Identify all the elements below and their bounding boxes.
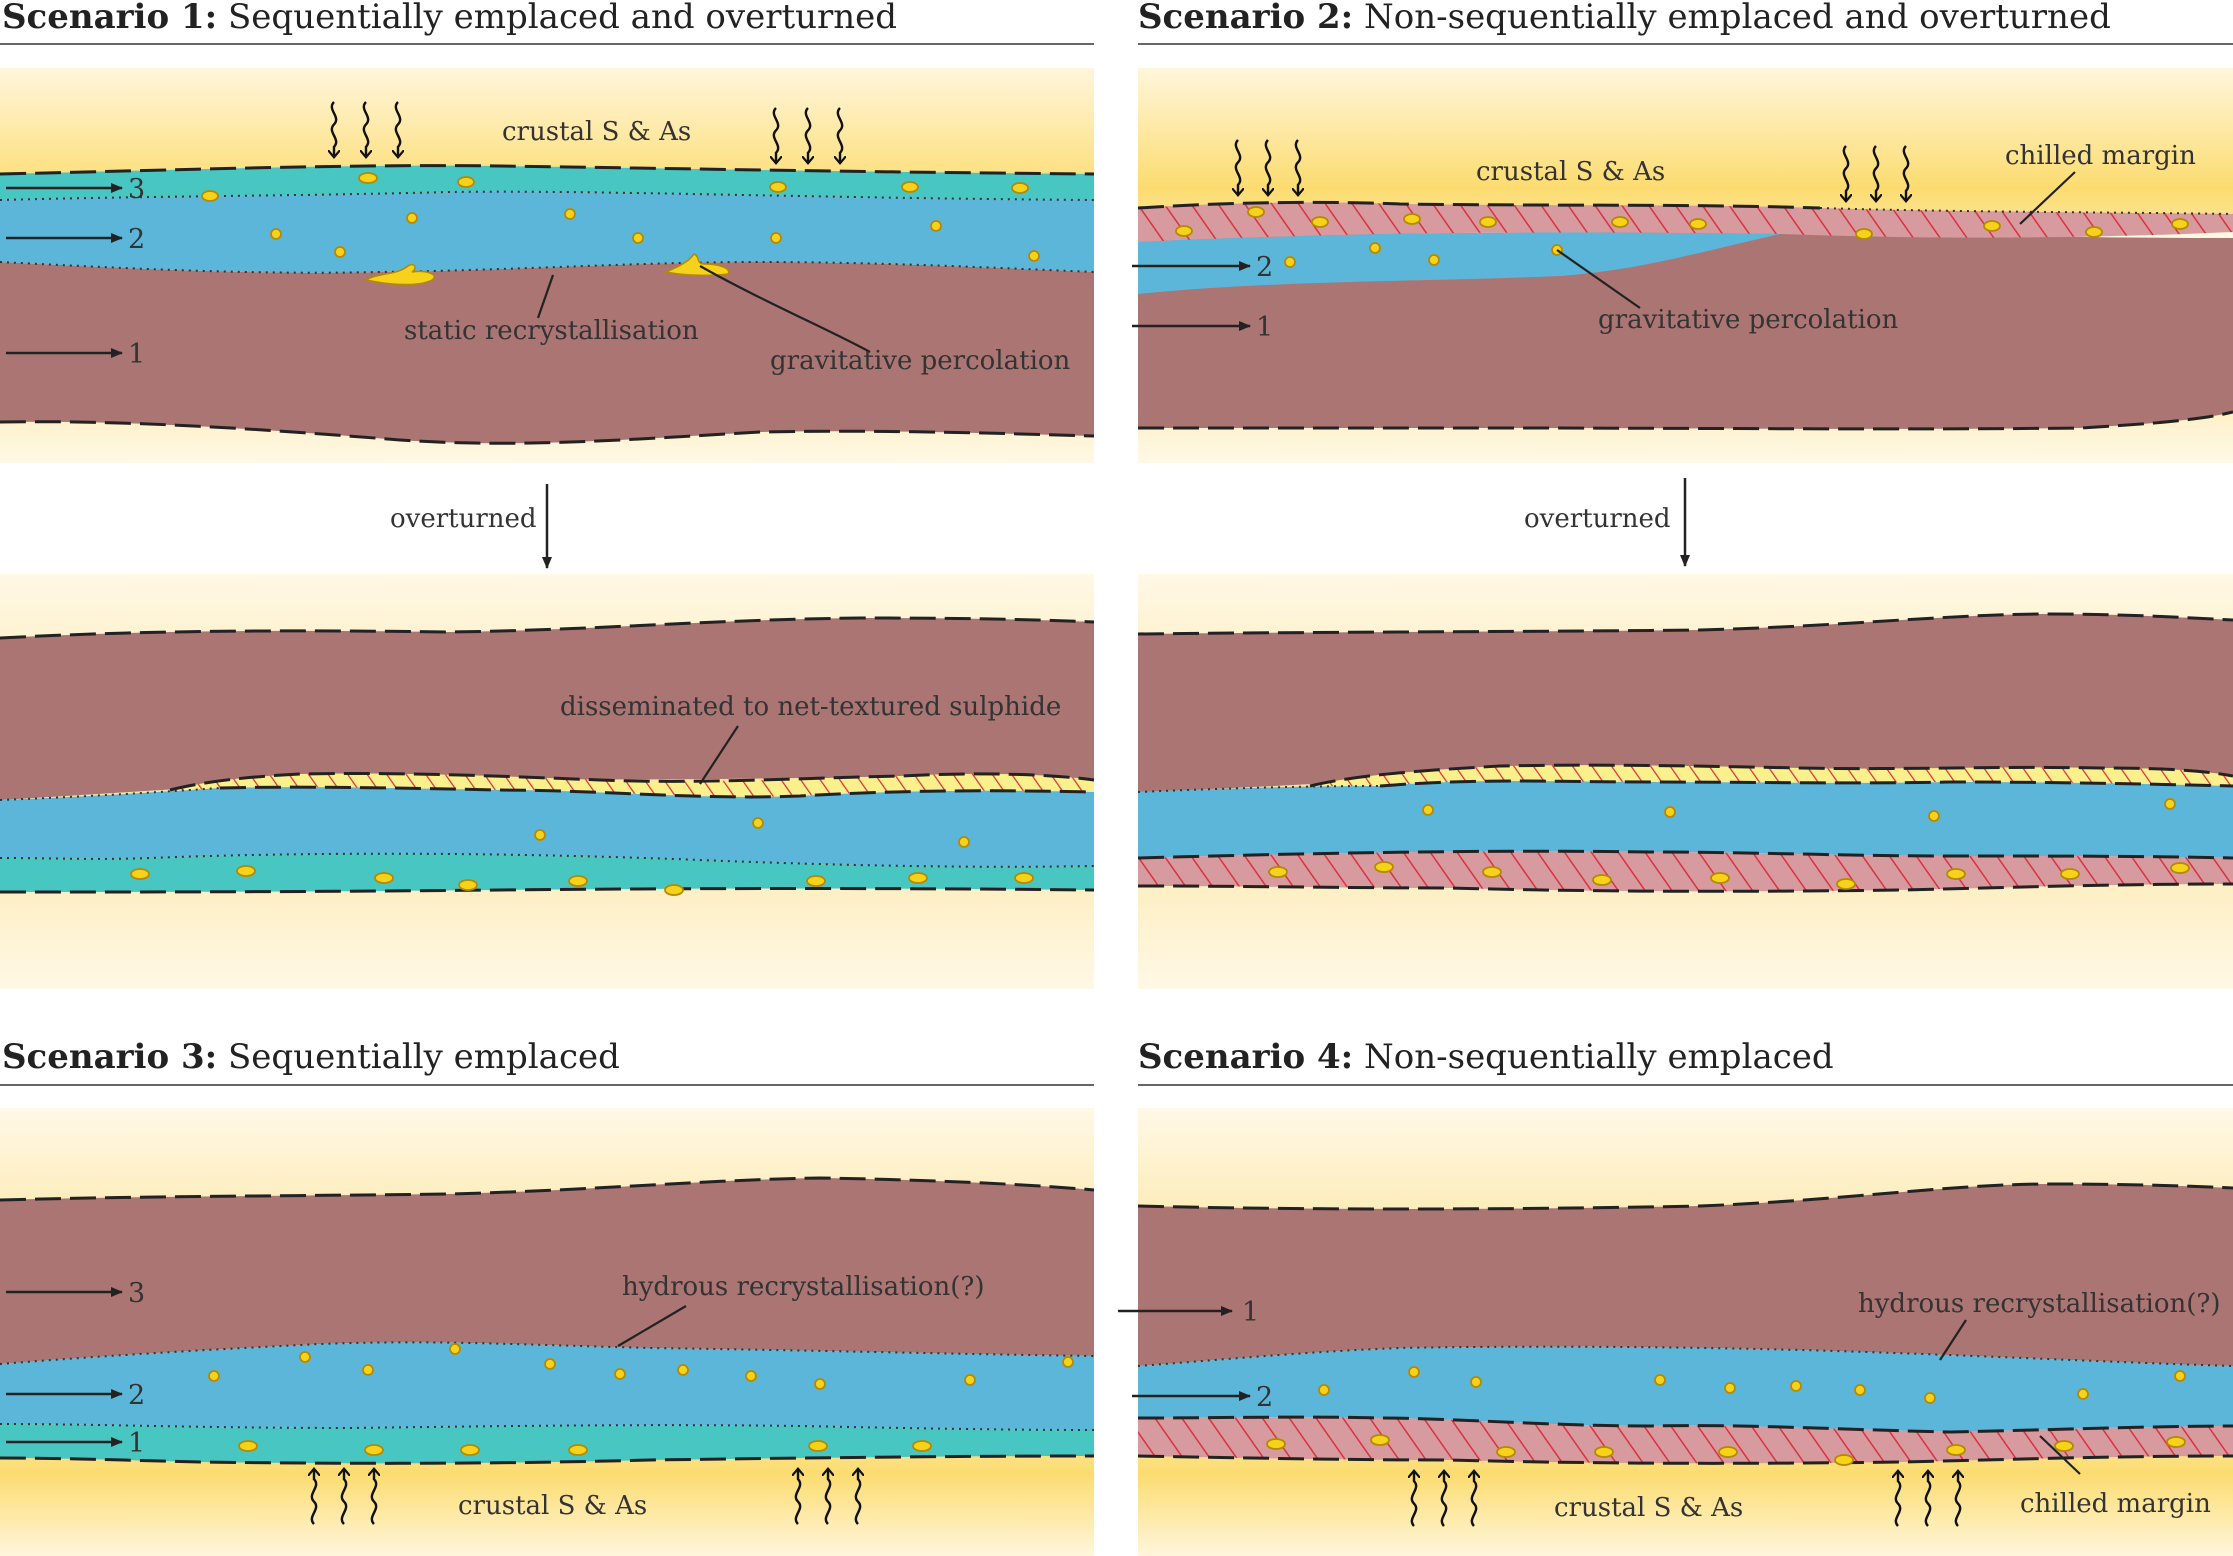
scenario2-title-text: Non-sequentially emplaced and overturned — [1353, 0, 2111, 37]
layer-1-brown — [0, 618, 1094, 800]
chilled-margin-label: chilled margin — [2020, 1489, 2211, 1519]
layer-2-blue — [0, 191, 1094, 273]
percolation-blob-1 — [363, 263, 435, 286]
scenario4-title-text: Non-sequentially emplaced — [1353, 1037, 1833, 1077]
sulphide-globules — [208, 1343, 1074, 1456]
sulphide-layer — [170, 773, 1094, 797]
chilled-margin-label: chilled margin — [2005, 141, 2196, 171]
scenario2-top-panel: crustal S & As chilled margin 2 1 gravit… — [1132, 68, 2233, 463]
gravitative-percolation-label: gravitative percolation — [1598, 305, 1899, 335]
injection-label-1: 1 — [128, 1428, 145, 1459]
layer-1-teal — [0, 1424, 1094, 1464]
injection-label-1: 1 — [128, 339, 145, 370]
svg-text:Scenario 3: Sequentially empla: Scenario 3: Sequentially emplaced — [2, 1037, 620, 1077]
disseminated-sulphide-label: disseminated to net-textured sulphide — [560, 692, 1061, 722]
scenario3-panel: 3 2 1 hydrous recrystallisation(?) crust… — [0, 1108, 1095, 1556]
scenario4-panel: 1 2 hydrous recrystallisation(?) crustal… — [1118, 1108, 2233, 1556]
hydrous-recrystallisation-label: hydrous recrystallisation(?) — [622, 1272, 984, 1302]
gravitative-percolation-label: gravitative percolation — [770, 346, 1071, 376]
sulphide-globules — [1268, 798, 2190, 890]
scenario2-overturned-arrow: overturned — [1524, 478, 1690, 567]
injection-label-3: 3 — [128, 1278, 145, 1309]
layer-2-blue — [0, 787, 1094, 867]
crustal-label: crustal S & As — [502, 117, 691, 147]
injection-label-1: 1 — [1256, 312, 1273, 343]
injection-label-2: 2 — [1256, 252, 1273, 283]
sulphide-globules — [130, 817, 1034, 896]
injection-label-2: 2 — [1256, 1382, 1273, 1413]
scenario2-title-bold: Scenario 2: — [1138, 0, 1353, 37]
scenario4-title: Scenario 4: Non-sequentially emplaced — [1138, 1037, 2233, 1086]
scenario1-title: Scenario 1: Sequentially emplaced and ov… — [0, 0, 1094, 45]
scenario3-title: Scenario 3: Sequentially emplaced — [0, 1037, 1094, 1086]
scenario3-title-text: Sequentially emplaced — [217, 1037, 620, 1077]
hydrous-recrystallisation-label: hydrous recrystallisation(?) — [1858, 1289, 2220, 1319]
scenario4-title-bold: Scenario 4: — [1138, 1037, 1353, 1077]
crustal-label: crustal S & As — [1554, 1493, 1743, 1523]
chilled-margin — [1138, 851, 2233, 892]
injection-label-1: 1 — [1242, 1297, 1259, 1328]
scenario2-overturned-panel — [1137, 574, 2233, 989]
layer-3-brown — [0, 1178, 1094, 1364]
svg-text:Scenario 4: Non-sequentially e: Scenario 4: Non-sequentially emplaced — [1138, 1037, 1834, 1077]
overturned-label: overturned — [390, 504, 537, 534]
injection-label-2: 2 — [128, 1380, 145, 1411]
overturned-label: overturned — [1524, 504, 1671, 534]
sulphide-globules — [1175, 206, 2189, 268]
percolation-blob-2 — [663, 253, 730, 277]
scenario2-title: Scenario 2: Non-sequentially emplaced an… — [1138, 0, 2233, 45]
layer-1-brown — [1138, 1184, 2233, 1366]
layer-2-blue — [1138, 781, 2233, 858]
injection-label-2: 2 — [128, 224, 145, 255]
layer-2-blue — [1138, 232, 1780, 294]
svg-text:Scenario 1: Sequentially empla: Scenario 1: Sequentially emplaced and ov… — [2, 0, 897, 37]
layer-1-brown — [0, 262, 1094, 444]
static-recrystallisation-label: static recrystallisation — [404, 316, 699, 346]
scenario1-title-text: Sequentially emplaced and overturned — [217, 0, 897, 37]
scenario1-title-bold: Scenario 1: — [2, 0, 217, 37]
scenario3-title-bold: Scenario 3: — [2, 1037, 217, 1077]
crustal-label: crustal S & As — [458, 1491, 647, 1521]
layer-3-teal — [0, 165, 1094, 200]
svg-text:Scenario 2: Non-sequentially e: Scenario 2: Non-sequentially emplaced an… — [1138, 0, 2111, 37]
injection-label-3: 3 — [128, 174, 145, 205]
scenario1-overturned-arrow: overturned — [390, 484, 552, 569]
scenario1-top-panel: crustal S & As 3 2 1 static recrystallis… — [0, 68, 1095, 463]
chilled-margin — [1138, 202, 2233, 242]
scenario1-overturned-panel: disseminated to net-textured sulphide — [0, 574, 1095, 989]
sulphide-globules — [1266, 1366, 2186, 1466]
sulphide-globules — [201, 172, 1040, 262]
crustal-label: crustal S & As — [1476, 157, 1665, 187]
layer-1-brown — [1138, 614, 2233, 792]
layer-2-blue — [0, 1342, 1094, 1430]
